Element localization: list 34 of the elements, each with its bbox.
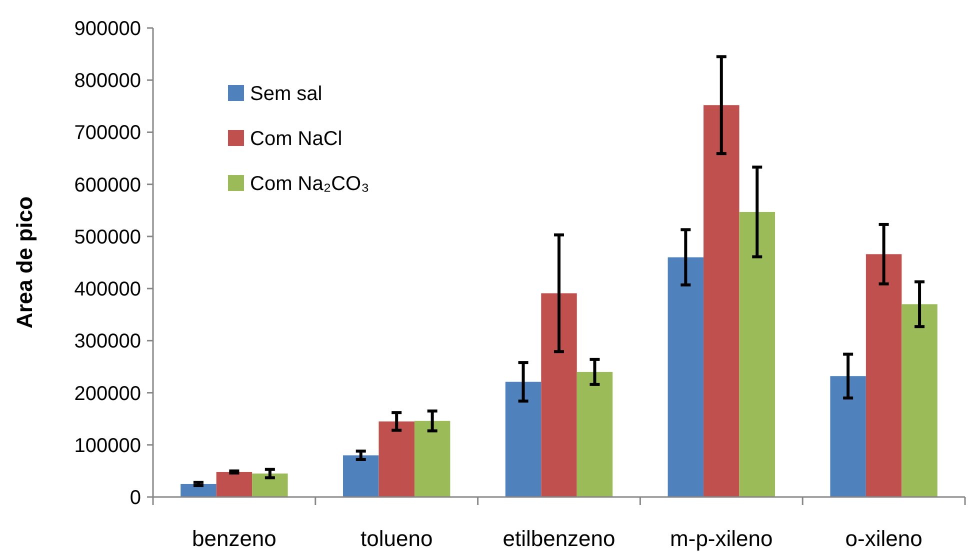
bar [252, 474, 288, 497]
legend-label: Com Na₂CO₃ [250, 173, 370, 195]
x-tick-label: tolueno [360, 526, 433, 551]
bar [378, 421, 414, 497]
bar [866, 254, 902, 497]
y-tick-label: 400000 [74, 278, 141, 301]
y-tick-label: 900000 [74, 18, 141, 40]
y-tick-label: 0 [130, 487, 141, 509]
bar [541, 293, 577, 497]
legend-label: Sem sal [250, 83, 322, 105]
y-tick-label: 500000 [74, 226, 141, 248]
x-tick-label: etilbenzeno [502, 526, 616, 551]
legend-label: Com NaCl [250, 128, 342, 150]
y-tick-label: 600000 [74, 174, 141, 196]
x-tick-label: m-p-xileno [670, 526, 773, 551]
x-tick-label: o-xileno [845, 526, 922, 551]
bar [180, 484, 216, 497]
x-tick-label: benzeno [192, 526, 276, 551]
bar [830, 376, 866, 497]
y-tick-label: 100000 [74, 434, 141, 457]
bar [902, 304, 938, 497]
bar [343, 455, 379, 497]
y-tick-label: 200000 [74, 382, 141, 405]
y-tick-label: 700000 [74, 122, 141, 144]
bar [414, 420, 450, 497]
bar [505, 382, 542, 497]
y-axis-title: Area de pico [12, 196, 37, 329]
bar [739, 212, 775, 497]
bar [704, 105, 740, 497]
y-tick-label: 300000 [74, 330, 141, 353]
bar [216, 472, 252, 497]
bar [576, 372, 613, 497]
bar [668, 257, 704, 497]
y-tick-label: 800000 [74, 70, 141, 92]
